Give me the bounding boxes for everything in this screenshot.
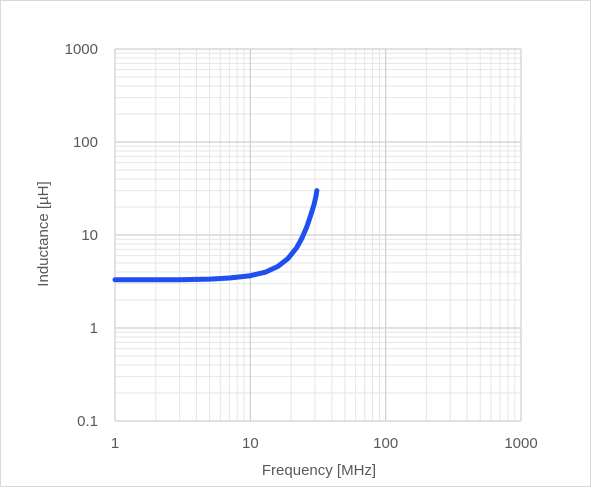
y-tick-label: 10: [81, 227, 98, 244]
y-axis-title: Inductance [µH]: [35, 181, 52, 286]
y-tick-label: 0.1: [77, 413, 98, 430]
y-tick-label: 1000: [65, 41, 98, 58]
series-layer: [112, 188, 320, 283]
y-tick-label: 100: [73, 134, 98, 151]
x-tick-label: 1: [111, 435, 119, 452]
x-tick-label: 1000: [504, 435, 537, 452]
series-line: [112, 188, 320, 283]
x-tick-labels: 1 10 100 1000: [111, 435, 538, 452]
x-axis-title: Frequency [MHz]: [262, 462, 376, 479]
y-tick-labels: 1000 100 10 1 0.1: [65, 41, 98, 430]
y-tick-label: 1: [90, 320, 98, 337]
major-gridlines: [114, 48, 522, 422]
x-tick-label: 100: [373, 435, 398, 452]
x-tick-label: 10: [242, 435, 259, 452]
